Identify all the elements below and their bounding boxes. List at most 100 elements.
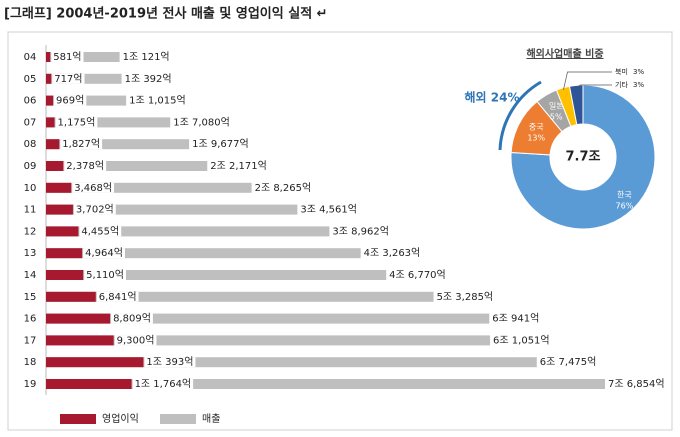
value-label: 969억 xyxy=(56,95,84,107)
bar xyxy=(46,379,132,389)
value-label: 3조 8,962억 xyxy=(332,225,389,237)
value-label: 2,378억 xyxy=(66,160,104,172)
label-background xyxy=(111,313,153,324)
value-label: 6,841억 xyxy=(99,291,137,303)
pie-slice xyxy=(568,84,584,126)
label-background xyxy=(55,117,98,128)
bar xyxy=(46,248,83,259)
value-label: 8,809억 xyxy=(113,313,151,325)
bar xyxy=(46,73,52,84)
y-tick-label: 06 xyxy=(24,96,37,107)
value-label: 1조 393억 xyxy=(146,356,193,368)
bar xyxy=(46,291,434,302)
y-tick-label: 16 xyxy=(24,314,37,325)
value-label: 4조 6,770억 xyxy=(389,269,446,281)
legend-label: 매출 xyxy=(202,413,220,425)
bar xyxy=(46,52,51,62)
slice-value: 3% xyxy=(633,68,644,76)
value-label: 717억 xyxy=(54,73,82,85)
chart-frame xyxy=(7,31,673,431)
bar xyxy=(46,182,252,193)
value-label: 1조 7,080억 xyxy=(173,116,230,128)
slice-label: 북미 xyxy=(615,67,628,76)
value-label: 6조 941억 xyxy=(492,313,539,325)
y-tick-label: 08 xyxy=(24,139,37,150)
bar xyxy=(46,117,171,128)
label-background xyxy=(144,357,196,368)
value-label: 2조 2,171억 xyxy=(210,160,267,172)
value-label: 5조 3,285억 xyxy=(437,291,494,303)
label-background xyxy=(84,270,126,280)
value-label: 4,455억 xyxy=(81,225,119,237)
legend-swatch xyxy=(160,414,196,424)
y-tick-label: 12 xyxy=(24,226,37,237)
value-label: 1,827억 xyxy=(62,138,100,150)
y-tick-label: 11 xyxy=(24,205,37,216)
y-tick-label: 07 xyxy=(24,117,37,128)
label-background xyxy=(54,95,87,106)
value-label: 9,300억 xyxy=(117,334,155,346)
y-tick-label: 17 xyxy=(24,335,37,346)
annotation: 해외 24% xyxy=(465,90,520,105)
y-tick-label: 04 xyxy=(24,52,37,63)
label-background xyxy=(132,379,194,389)
label-background xyxy=(51,52,84,62)
slice-label: 기타 xyxy=(615,80,628,89)
bar xyxy=(46,204,73,215)
label-background xyxy=(79,226,122,237)
bar xyxy=(46,379,605,389)
value-label: 3조 4,561억 xyxy=(300,204,357,216)
bar xyxy=(46,335,491,346)
legend-label: 영업이익 xyxy=(102,412,139,425)
bar xyxy=(46,357,144,368)
y-tick-label: 10 xyxy=(24,183,37,194)
label-background xyxy=(60,139,103,150)
bar xyxy=(46,139,190,150)
overseas-bracket xyxy=(498,80,542,151)
legend-swatch xyxy=(60,414,96,424)
slice-value: 3% xyxy=(633,81,644,89)
label-background xyxy=(52,73,85,84)
bar xyxy=(46,313,490,324)
label-background xyxy=(114,335,157,346)
value-label: 4,964억 xyxy=(85,247,123,259)
y-tick-label: 15 xyxy=(24,292,37,303)
y-tick-label: 13 xyxy=(24,248,37,259)
slice-label: 일본 xyxy=(549,101,564,110)
bar xyxy=(46,117,55,128)
value-label: 1,175억 xyxy=(58,116,96,128)
value-label: 4조 3,263억 xyxy=(364,247,421,259)
value-label: 1조 121억 xyxy=(123,51,170,63)
slice-value: 5% xyxy=(550,112,563,121)
pie-slice xyxy=(510,84,656,230)
y-tick-label: 09 xyxy=(24,161,37,172)
bar xyxy=(46,95,54,106)
value-label: 581억 xyxy=(53,51,81,63)
bar xyxy=(46,139,60,150)
bar xyxy=(46,335,114,346)
y-tick-label: 05 xyxy=(24,74,37,85)
center-label: 7.7조 xyxy=(566,150,601,165)
pie-title: 해외사업매출 비중 xyxy=(526,47,603,60)
y-tick-label: 14 xyxy=(24,270,37,281)
label-background xyxy=(73,204,116,215)
bar xyxy=(46,182,72,193)
value-label: 1조 1,764억 xyxy=(135,378,192,390)
value-label: 1조 392억 xyxy=(125,73,172,85)
slice-label: 중국 xyxy=(529,123,544,132)
label-background xyxy=(72,182,115,193)
bar xyxy=(46,226,79,237)
value-label: 5,110억 xyxy=(86,269,124,281)
y-tick-label: 19 xyxy=(24,379,37,390)
label-background xyxy=(64,161,107,171)
value-label: 7조 6,854억 xyxy=(608,378,665,390)
bar xyxy=(46,270,84,280)
bar xyxy=(46,161,208,171)
bar xyxy=(46,291,96,302)
label-background xyxy=(96,291,139,302)
slice-value: 76% xyxy=(616,202,634,211)
y-tick-label: 18 xyxy=(24,357,37,368)
value-label: 6조 7,475억 xyxy=(540,356,597,368)
leader-line xyxy=(576,84,612,88)
value-label: 2조 8,265억 xyxy=(255,182,312,194)
